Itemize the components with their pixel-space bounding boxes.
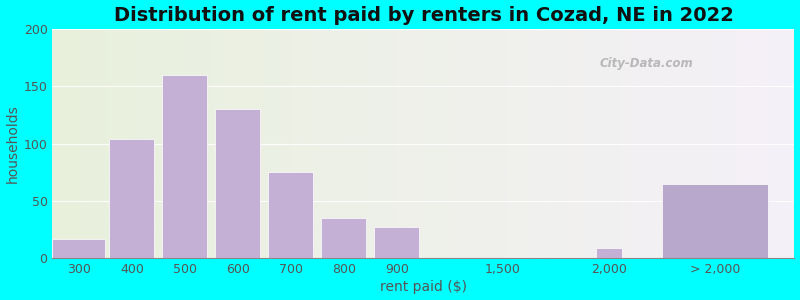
Bar bbox=[53, 239, 106, 258]
Bar bbox=[322, 218, 366, 258]
Bar bbox=[374, 227, 419, 258]
Bar bbox=[269, 172, 314, 258]
Y-axis label: households: households bbox=[6, 104, 19, 183]
X-axis label: rent paid ($): rent paid ($) bbox=[380, 280, 467, 294]
Title: Distribution of rent paid by renters in Cozad, NE in 2022: Distribution of rent paid by renters in … bbox=[114, 6, 734, 25]
Bar bbox=[162, 75, 207, 258]
Bar bbox=[596, 248, 622, 258]
Bar bbox=[215, 109, 261, 258]
Text: City-Data.com: City-Data.com bbox=[599, 57, 693, 70]
Bar bbox=[662, 184, 768, 258]
Bar bbox=[110, 139, 154, 258]
